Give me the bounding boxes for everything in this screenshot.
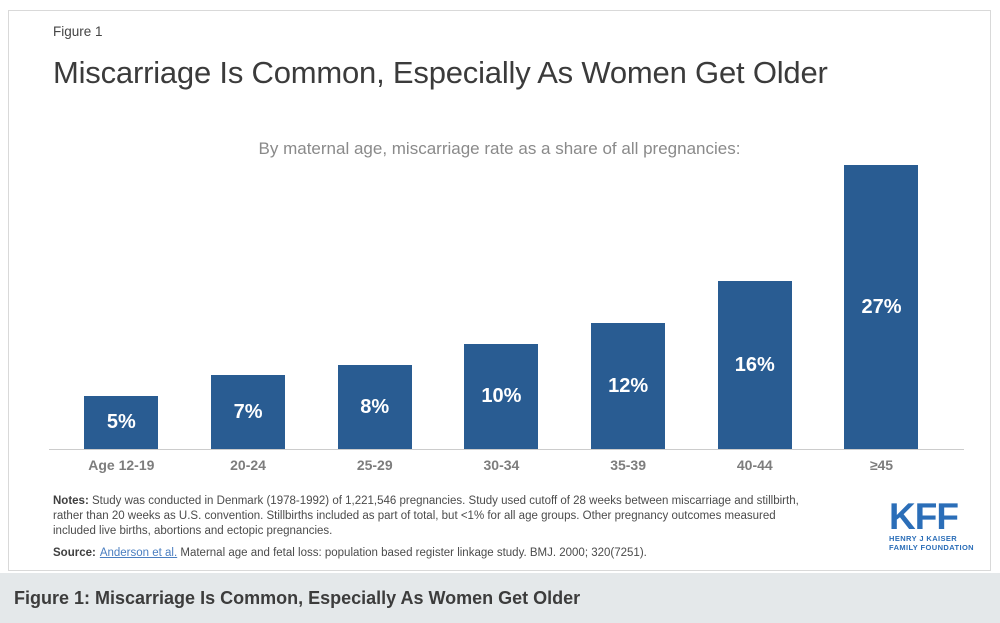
x-axis-label: 30-34 — [483, 457, 520, 473]
source-text: Maternal age and fetal loss: population … — [177, 547, 647, 559]
kff-logo-sub2: FAMILY FOUNDATION — [889, 543, 974, 552]
notes-line: Notes: Study was conducted in Denmark (1… — [53, 494, 883, 509]
bar-25-29: 8% — [337, 365, 412, 449]
notes-line: included live births, abortions and ecto… — [53, 525, 333, 537]
bar-group: 12% — [565, 165, 692, 449]
bar-value-label: 27% — [861, 295, 902, 318]
kff-logo: KFF HENRY J KAISER FAMILY FOUNDATION — [889, 496, 979, 552]
bar-group: 7% — [185, 165, 312, 449]
kff-logo-text: KFF — [889, 496, 959, 537]
figure-label: Figure 1 — [53, 24, 103, 39]
x-axis-label: 25-29 — [356, 457, 393, 473]
bar-group: 27% — [818, 165, 945, 449]
bar-40-44: 16% — [717, 281, 792, 449]
caption-bar: Figure 1: Miscarriage Is Common, Especia… — [0, 573, 1000, 623]
notes-text: Study was conducted in Denmark (1978-199… — [88, 495, 799, 507]
bar-group: 8% — [311, 165, 438, 449]
chart-subtitle: By maternal age, miscarriage rate as a s… — [258, 139, 741, 158]
bar-group: 5% — [58, 165, 185, 449]
bar-value-label: 8% — [360, 395, 390, 418]
x-axis-label: 40-44 — [736, 457, 773, 473]
labels-row: Age 12-19 20-24 25-29 30-34 35-39 40-44 ≥45 — [58, 450, 945, 473]
x-axis-label: 35-39 — [610, 457, 646, 473]
bar-age-12-19: 5% — [84, 396, 159, 449]
source-label: Source: — [53, 547, 96, 559]
notes: Notes: Study was conducted in Denmark (1… — [53, 494, 883, 539]
notes-line: rather than 20 weeks as U.S. convention.… — [53, 510, 776, 522]
page-title: Miscarriage Is Common, Especially As Wom… — [53, 55, 828, 90]
bar-group: 16% — [691, 165, 818, 449]
x-axis-line — [49, 449, 964, 450]
notes-label: Notes: — [53, 495, 89, 507]
bar-value-label: 16% — [734, 353, 775, 376]
bar-chart: 5% 7% 8% 10% 12% 16% 27% Age 12-19 20-24 25-29 30… — [49, 165, 964, 473]
caption-text: Figure 1: Miscarriage Is Common, Especia… — [14, 587, 581, 608]
source-line: Source: Anderson et al. Maternal age and … — [53, 547, 647, 559]
bar-value-label: 7% — [233, 400, 263, 423]
x-axis-label: Age 12-19 — [88, 457, 155, 473]
bar-20-24: 7% — [211, 375, 286, 449]
figure-card: Figure 1 Miscarriage Is Common, Especial… — [8, 10, 991, 571]
bar-group: 10% — [438, 165, 565, 449]
bar-30-34: 10% — [464, 344, 539, 449]
bar-value-label: 5% — [106, 411, 136, 433]
bar-value-label: 10% — [481, 385, 522, 407]
x-axis-label: ≥45 — [869, 457, 894, 473]
bar--45: 27% — [844, 165, 919, 449]
bar-35-39: 12% — [591, 323, 666, 449]
kff-logo-sub1: HENRY J KAISER — [889, 534, 958, 543]
bar-value-label: 12% — [608, 374, 649, 397]
x-axis-label: 20-24 — [230, 457, 266, 473]
bars-row: 5% 7% 8% 10% 12% 16% 27% — [58, 165, 945, 449]
source-link[interactable]: Anderson et al. — [99, 547, 178, 559]
